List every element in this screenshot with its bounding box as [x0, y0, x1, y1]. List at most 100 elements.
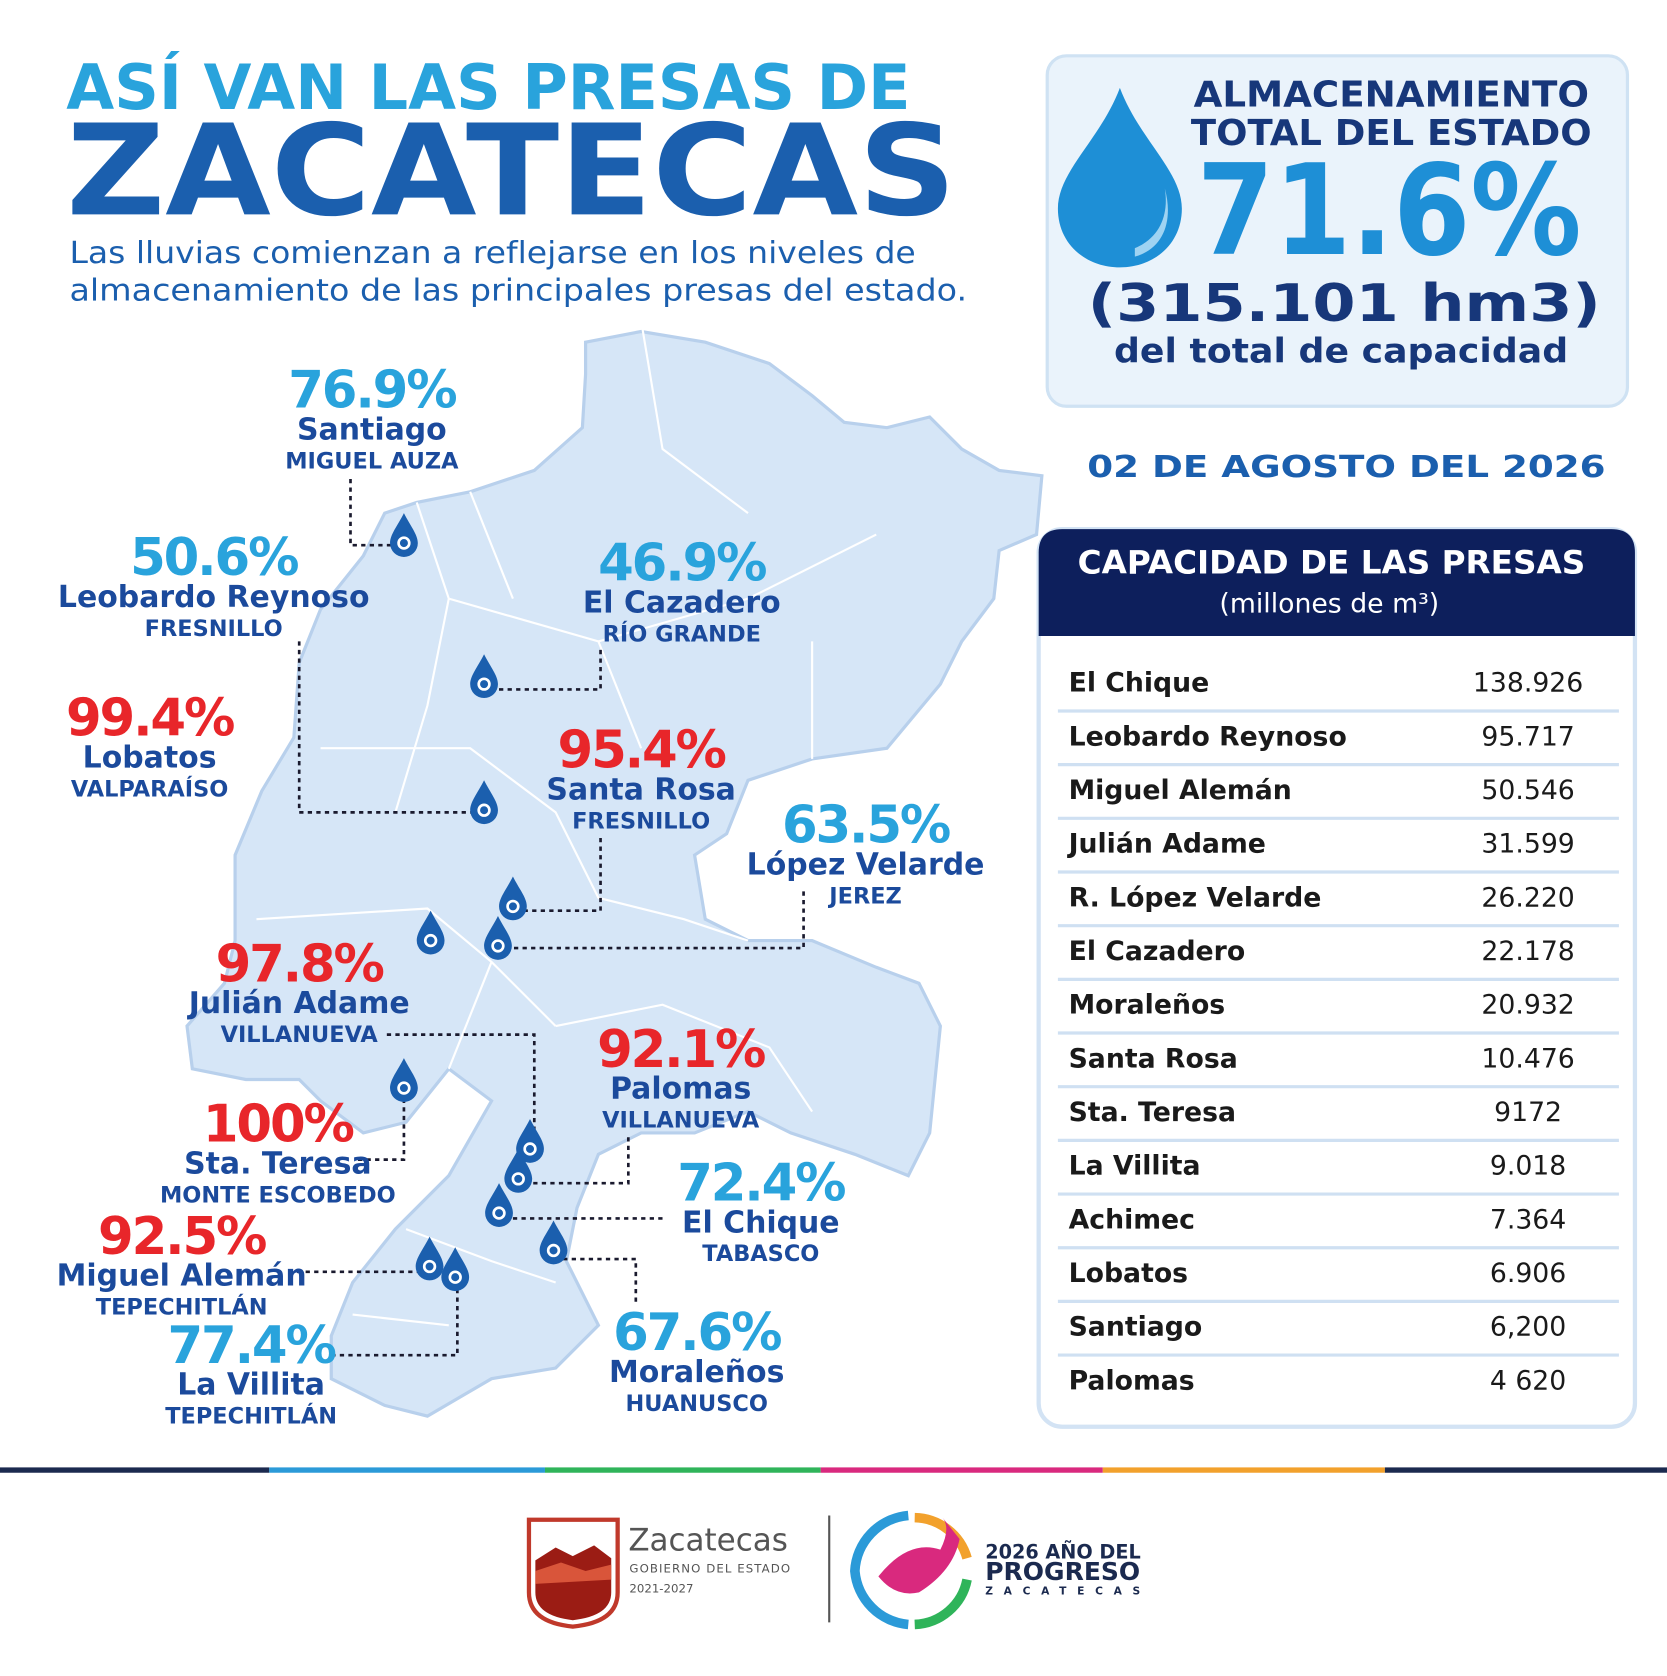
dam-marker [470, 654, 498, 699]
row-value: 9172 [1494, 1097, 1562, 1128]
dam-name: Sta. Teresa [184, 1146, 372, 1181]
dam-municipality: VILLANUEVA [221, 1022, 379, 1048]
leader-line [491, 649, 602, 691]
dam-marker-dot [523, 1142, 537, 1156]
drop-icon-shine [1134, 188, 1168, 257]
dam-marker [516, 1119, 544, 1163]
municipal-borders [256, 320, 877, 1327]
shield-fill [535, 1545, 612, 1621]
dam-marker-dot [423, 933, 438, 948]
dam-percent: 67.6% [613, 1303, 781, 1363]
stripe-segment [0, 1467, 270, 1473]
leader-line [525, 1137, 630, 1185]
table-header [1038, 529, 1635, 637]
dam-percent: 92.1% [597, 1020, 765, 1080]
dam-percent: 72.4% [677, 1153, 845, 1213]
row-value: 10.476 [1481, 1043, 1574, 1074]
dam-marker [416, 910, 445, 955]
row-name: Santiago [1069, 1312, 1203, 1343]
row-name: Achimec [1069, 1204, 1195, 1235]
dam-percent: 76.9% [288, 360, 456, 420]
table-title: CAPACIDAD DE LAS PRESAS [1078, 543, 1586, 581]
dam-municipality: TABASCO [702, 1241, 819, 1267]
dam-marker [390, 513, 418, 557]
dam-marker-dot [511, 1172, 525, 1186]
dam-marker [484, 916, 512, 960]
motto-line: ZACATECAS [985, 1584, 1140, 1597]
dam-percent: 77.4% [168, 1316, 336, 1376]
logo-arc [850, 1510, 909, 1630]
dam-name: López Velarde [747, 847, 985, 882]
row-name: Sta. Teresa [1069, 1097, 1236, 1128]
leader-line [331, 1284, 459, 1357]
dam-marker [470, 780, 498, 825]
dam-percent: 95.4% [558, 721, 726, 781]
row-value: 9.018 [1490, 1151, 1566, 1182]
dam-marker-dot [397, 536, 411, 550]
dam-marker-dot [491, 939, 505, 953]
dam-name: Santiago [297, 412, 447, 447]
row-value: 22.178 [1481, 936, 1574, 967]
row-value: 7.364 [1490, 1204, 1566, 1235]
motto-line: PROGRESO [985, 1557, 1140, 1586]
total-label: TOTAL DEL ESTADO [1191, 113, 1592, 154]
dam-name: Santa Rosa [546, 772, 735, 807]
row-name: Palomas [1069, 1365, 1195, 1396]
leader-lines [297, 478, 805, 1357]
dam-percent: 50.6% [130, 528, 298, 588]
dam-marker-dot [422, 1259, 437, 1274]
dam-municipality: RÍO GRANDE [603, 619, 761, 647]
total-volume: (315.101 hm3) [1088, 274, 1601, 334]
stripe-segment [820, 1467, 1103, 1473]
row-name: Moraleños [1069, 990, 1226, 1021]
dam-municipality: MIGUEL AUZA [285, 448, 459, 474]
dam-name: El Chique [682, 1205, 840, 1240]
subtitle-line: Las lluvias comienzan a reflejarse en lo… [69, 236, 915, 271]
dam-marker [499, 876, 527, 921]
dam-name: Julián Adame [187, 986, 410, 1021]
dam-name: La Villita [177, 1368, 325, 1403]
gov-years: 2021-2027 [629, 1582, 693, 1596]
dam-marker-dot [448, 1270, 462, 1284]
dam-name: Miguel Alemán [57, 1259, 307, 1294]
dam-percent: 46.9% [598, 534, 766, 594]
stripe-segment [269, 1467, 545, 1473]
title-line2: ZACATECAS [66, 97, 956, 244]
row-value: 95.717 [1481, 721, 1574, 752]
dam-municipality: HUANUSCO [626, 1391, 768, 1417]
row-name: R. López Velarde [1069, 882, 1322, 913]
total-label: ALMACENAMIENTO [1194, 74, 1589, 115]
dam-marker-dot [492, 1206, 506, 1220]
subtitle-line: almacenamiento de las principales presas… [69, 273, 967, 308]
row-name: Lobatos [1069, 1258, 1189, 1289]
dam-marker [415, 1236, 444, 1281]
dam-marker-dot [477, 677, 491, 691]
dam-marker-dot [546, 1243, 561, 1258]
dam-name: Leobardo Reynoso [58, 580, 370, 615]
row-value: 31.599 [1481, 829, 1574, 860]
dam-percent: 63.5% [782, 795, 950, 855]
dam-marker [485, 1183, 513, 1227]
row-value: 6.906 [1490, 1258, 1566, 1289]
dam-name: Lobatos [83, 740, 217, 775]
dam-percent: 100% [203, 1095, 354, 1155]
dam-marker [390, 1058, 418, 1102]
leader-line [386, 1033, 536, 1144]
dam-percent: 92.5% [98, 1207, 266, 1267]
row-name: Miguel Alemán [1069, 775, 1292, 806]
dam-municipality: FRESNILLO [572, 808, 710, 834]
row-value: 50.546 [1481, 775, 1574, 806]
dam-marker-dot [506, 899, 520, 914]
row-value: 4 620 [1490, 1365, 1566, 1396]
shield-hills [535, 1562, 612, 1584]
row-name: La Villita [1069, 1151, 1201, 1182]
row-name: El Chique [1069, 668, 1210, 699]
